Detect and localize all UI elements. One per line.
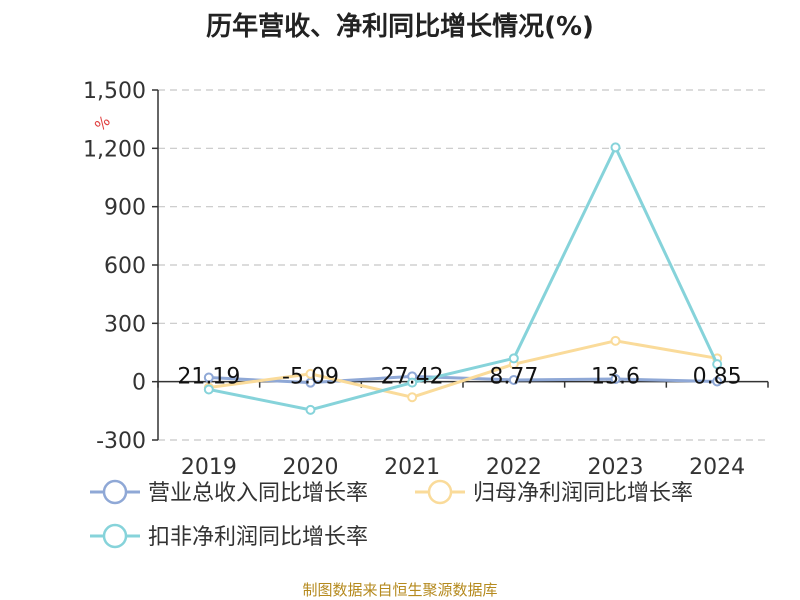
data-label: 0.85 — [693, 365, 742, 390]
data-label: 13.6 — [591, 365, 640, 390]
y-tick-label: 600 — [104, 254, 146, 279]
data-point — [203, 372, 214, 383]
data-point — [610, 335, 621, 346]
y-tick-label: 0 — [132, 371, 146, 396]
y-tick-label: 900 — [104, 196, 146, 221]
data-label: 8.77 — [489, 365, 538, 390]
data-point — [203, 384, 214, 395]
data-point — [407, 377, 418, 388]
legend-marker — [102, 479, 128, 505]
legend-label: 归母净利润同比增长率 — [473, 481, 693, 506]
x-tick-label: 2024 — [689, 455, 745, 480]
x-tick-label: 2020 — [283, 455, 339, 480]
data-point — [610, 142, 621, 153]
y-tick-label: 1,200 — [83, 137, 146, 162]
x-tick-label: 2021 — [384, 455, 440, 480]
data-point — [610, 374, 621, 385]
data-point — [712, 359, 723, 370]
data-point — [305, 368, 316, 379]
data-label: 21.19 — [177, 365, 240, 390]
data-point — [407, 392, 418, 403]
series-line — [208, 145, 719, 412]
x-tick-label: 2019 — [181, 455, 237, 480]
data-point — [712, 376, 723, 387]
data-label: -5.09 — [282, 365, 339, 390]
legend-marker — [102, 523, 128, 549]
data-point — [508, 353, 519, 364]
y-tick-label: 300 — [104, 312, 146, 337]
chart-title: 历年营收、净利同比增长情况(%) — [206, 12, 594, 42]
x-tick-label: 2022 — [486, 455, 542, 480]
series-line — [208, 374, 718, 385]
data-point — [508, 374, 519, 385]
legend-label: 扣非净利润同比增长率 — [148, 525, 368, 550]
legend-label: 营业总收入同比增长率 — [148, 481, 368, 506]
data-label: 27.42 — [381, 365, 444, 390]
series-line — [208, 339, 718, 399]
y-unit-label: % — [91, 112, 114, 135]
source-note: 制图数据来自恒生聚源数据库 — [302, 581, 498, 599]
legend-marker — [427, 479, 453, 505]
y-tick-label: -300 — [96, 429, 146, 454]
x-tick-label: 2023 — [588, 455, 644, 480]
y-tick-label: 1,500 — [83, 79, 146, 104]
data-point — [305, 404, 316, 415]
